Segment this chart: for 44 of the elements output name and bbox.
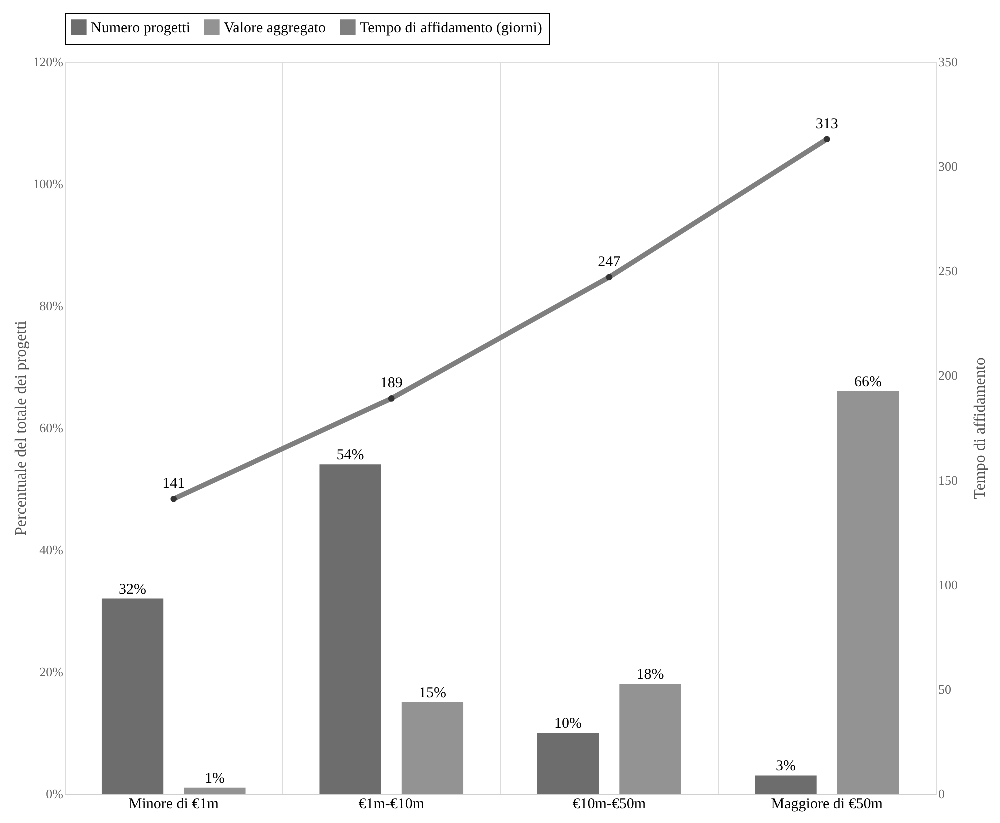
legend-label: Valore aggregato xyxy=(224,20,326,36)
data-label: 10% xyxy=(554,716,582,732)
bar xyxy=(537,733,600,794)
bar xyxy=(402,702,464,794)
y-tick-label: 100% xyxy=(33,176,64,192)
x-tick-label: Maggiore di €50m xyxy=(771,796,884,812)
y2-tick-label: 250 xyxy=(938,264,958,279)
legend-label: Numero progetti xyxy=(91,20,191,36)
y-tick-label: 40% xyxy=(40,542,64,558)
bar xyxy=(837,391,900,794)
y2-tick-label: 50 xyxy=(938,682,952,697)
bar xyxy=(184,788,246,794)
data-label: 313 xyxy=(816,116,838,132)
data-label: 189 xyxy=(380,376,403,392)
y2-tick-label: 350 xyxy=(938,54,958,70)
legend-label: Tempo di affidamento (giorni) xyxy=(360,20,542,36)
bar xyxy=(620,684,682,794)
data-label: 1% xyxy=(204,770,225,787)
y-tick-label: 80% xyxy=(40,298,64,314)
data-label: 3% xyxy=(776,758,796,775)
x-tick-label: Minore di €1m xyxy=(128,796,220,812)
y2-tick-label: 300 xyxy=(938,159,958,174)
y-tick-label: 20% xyxy=(40,664,64,680)
x-tick-label: €1m-€10m xyxy=(358,796,425,812)
data-label: 15% xyxy=(418,686,446,702)
x-tick-label: €10m-€50m xyxy=(572,796,646,812)
y-tick-label: 120% xyxy=(33,54,64,70)
y2-axis-title: Tempo di affidamento xyxy=(972,358,989,500)
data-label: 54% xyxy=(336,448,364,464)
y2-tick-label: 0 xyxy=(938,786,945,802)
y2-tick-label: 200 xyxy=(938,368,958,384)
y-tick-label: 0% xyxy=(46,786,64,802)
data-label: 32% xyxy=(119,582,147,598)
bar xyxy=(320,464,382,794)
bar xyxy=(755,776,817,794)
data-label: 66% xyxy=(854,374,882,390)
y2-tick-label: 150 xyxy=(938,472,958,488)
bar xyxy=(102,598,164,794)
data-label: 247 xyxy=(598,254,622,270)
data-label: 141 xyxy=(162,476,186,492)
y-tick-label: 60% xyxy=(40,420,64,436)
y-axis-title: Percentuale del totale dei progetti xyxy=(13,320,30,536)
data-label: 18% xyxy=(636,667,664,684)
y2-tick-label: 100 xyxy=(938,577,958,592)
